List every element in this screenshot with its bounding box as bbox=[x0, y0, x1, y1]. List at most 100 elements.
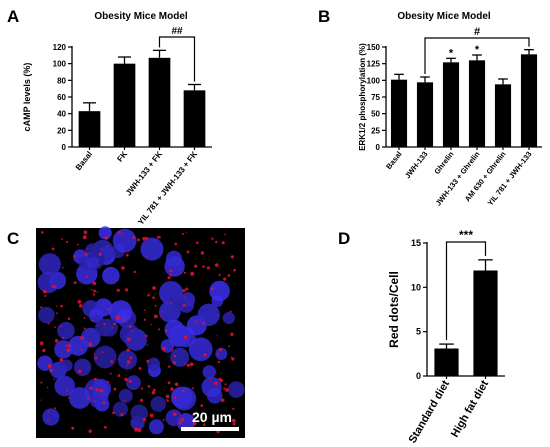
red-dot bbox=[214, 263, 219, 267]
y-tick-label: 0 bbox=[62, 143, 67, 152]
nucleus bbox=[112, 401, 128, 417]
significance-bracket bbox=[445, 241, 487, 341]
red-dot bbox=[47, 364, 52, 368]
red-dot bbox=[216, 353, 219, 356]
red-dot bbox=[162, 418, 165, 421]
red-dot bbox=[184, 335, 188, 340]
red-dot bbox=[170, 302, 172, 304]
panel-letter-a: A bbox=[7, 7, 19, 26]
nucleus bbox=[37, 271, 60, 294]
bar bbox=[520, 54, 538, 148]
red-dot bbox=[59, 358, 64, 362]
nucleus bbox=[168, 294, 186, 312]
red-dot bbox=[121, 266, 125, 270]
nucleus bbox=[88, 308, 104, 323]
red-dot bbox=[48, 411, 50, 413]
red-dot bbox=[133, 270, 137, 274]
red-dot bbox=[60, 304, 64, 308]
nucleus bbox=[165, 250, 182, 267]
red-dot bbox=[164, 329, 168, 332]
y-tick-label: 25 bbox=[371, 126, 380, 135]
red-dot bbox=[216, 335, 218, 337]
y-axis-label: cAMP levels (%) bbox=[22, 63, 32, 132]
nucleus bbox=[38, 306, 55, 324]
nucleus bbox=[197, 303, 220, 326]
y-tick-label: 40 bbox=[57, 110, 66, 119]
red-dot bbox=[113, 322, 116, 326]
red-dot bbox=[99, 388, 104, 393]
x-category-label: YIL 781 + JWH-133 + FK bbox=[136, 150, 199, 227]
nucleus bbox=[168, 328, 187, 347]
scale-bar bbox=[181, 427, 239, 431]
red-dot bbox=[62, 266, 64, 269]
red-dot bbox=[206, 266, 210, 270]
red-dot bbox=[183, 271, 187, 274]
y-axis-label: ERK1/2 phosphorylation (%) bbox=[358, 43, 367, 151]
bar-significance-marker: * bbox=[475, 44, 480, 56]
red-dot bbox=[214, 381, 218, 386]
nucleus bbox=[109, 300, 133, 324]
x-category-label: JWH-133 + FK bbox=[124, 150, 164, 198]
red-dot bbox=[91, 320, 93, 322]
red-dot bbox=[220, 398, 225, 403]
x-category-label: High fat diet bbox=[449, 378, 491, 439]
significance-label: *** bbox=[459, 228, 473, 242]
nucleus bbox=[118, 388, 133, 403]
red-dot bbox=[227, 274, 231, 277]
red-dot bbox=[190, 271, 195, 276]
red-dot bbox=[182, 389, 185, 393]
nucleus bbox=[119, 324, 140, 345]
red-dot bbox=[123, 316, 126, 319]
red-dot bbox=[54, 407, 56, 410]
red-dot bbox=[180, 417, 185, 422]
nucleus bbox=[86, 255, 100, 269]
red-dot bbox=[211, 237, 214, 240]
red-dot bbox=[147, 293, 150, 297]
nucleus bbox=[172, 386, 197, 411]
red-dot bbox=[233, 268, 236, 272]
red-dot bbox=[184, 363, 186, 365]
bar bbox=[390, 79, 408, 147]
nucleus bbox=[98, 226, 112, 240]
nucleus bbox=[37, 355, 53, 371]
red-dot bbox=[125, 288, 129, 292]
red-dot bbox=[73, 255, 77, 258]
red-dot bbox=[65, 344, 68, 348]
nucleus bbox=[202, 365, 216, 379]
red-dot bbox=[200, 404, 204, 407]
red-dot bbox=[97, 324, 100, 327]
red-dot bbox=[89, 386, 93, 390]
red-dot bbox=[104, 270, 107, 273]
red-dot bbox=[165, 394, 170, 399]
red-dot bbox=[93, 289, 96, 293]
bar bbox=[113, 63, 136, 147]
red-dot bbox=[87, 248, 89, 250]
y-tick-label: 10 bbox=[411, 282, 421, 292]
red-dot bbox=[118, 358, 120, 361]
red-dot bbox=[94, 377, 97, 381]
red-dot bbox=[182, 289, 186, 293]
y-tick-label: 125 bbox=[367, 60, 381, 69]
y-tick-label: 0 bbox=[416, 371, 421, 381]
red-dot bbox=[129, 356, 133, 360]
red-dot bbox=[73, 281, 77, 285]
nucleus bbox=[80, 327, 101, 348]
red-dot bbox=[93, 353, 96, 355]
red-dot bbox=[66, 240, 69, 243]
red-dot bbox=[174, 396, 177, 399]
red-dot bbox=[47, 419, 49, 422]
red-dot bbox=[146, 344, 148, 346]
red-dot bbox=[194, 320, 198, 323]
red-dot bbox=[118, 373, 121, 376]
red-dot bbox=[87, 397, 90, 400]
x-category-label: Ghrelin bbox=[432, 149, 456, 176]
red-dot bbox=[167, 276, 171, 280]
red-dot bbox=[186, 250, 190, 254]
panel-letter-b: B bbox=[318, 7, 330, 26]
red-dot bbox=[157, 235, 160, 239]
red-dot bbox=[98, 252, 103, 256]
red-dot bbox=[40, 399, 42, 401]
bar bbox=[416, 82, 434, 147]
red-dot bbox=[80, 336, 84, 340]
red-dot bbox=[171, 349, 174, 352]
